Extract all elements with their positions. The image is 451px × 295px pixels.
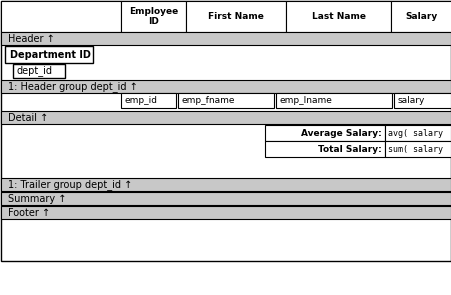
Text: Department ID: Department ID [9, 50, 90, 60]
Text: Header ↑: Header ↑ [8, 34, 55, 43]
Text: Summary ↑: Summary ↑ [8, 194, 66, 204]
Text: dept_id: dept_id [17, 65, 52, 76]
Text: Salary: Salary [405, 12, 437, 21]
Text: Detail ↑: Detail ↑ [8, 112, 48, 122]
Bar [393, 93, 450, 108]
Text: 1: Trailer group dept_id ↑: 1: Trailer group dept_id ↑ [8, 179, 132, 190]
Text: emp_fname: emp_fname [181, 96, 235, 105]
Bar [384, 141, 450, 157]
Bar [1, 1, 121, 32]
Bar [186, 1, 285, 32]
Bar [121, 93, 175, 108]
Bar [1, 111, 450, 124]
Text: Footer ↑: Footer ↑ [8, 207, 50, 217]
Bar [390, 1, 451, 32]
Text: Employee
ID: Employee ID [129, 7, 178, 26]
Text: emp_lname: emp_lname [279, 96, 332, 105]
Bar [121, 1, 186, 32]
Bar [5, 46, 93, 63]
Bar [178, 93, 273, 108]
Bar [1, 32, 450, 45]
Bar [264, 125, 384, 141]
Bar [264, 141, 384, 157]
Text: First Name: First Name [207, 12, 263, 21]
Bar [276, 93, 391, 108]
Text: 1: Header group dept_id ↑: 1: Header group dept_id ↑ [8, 81, 137, 92]
Bar [13, 64, 65, 78]
Text: salary: salary [397, 96, 424, 105]
Text: sum( salary  for: sum( salary for [387, 145, 451, 153]
Bar [285, 1, 390, 32]
Bar [1, 80, 450, 93]
Bar [1, 1, 450, 261]
Text: avg( salary  for: avg( salary for [387, 129, 451, 137]
Bar [1, 178, 450, 191]
Text: emp_id: emp_id [124, 96, 157, 105]
Bar [1, 206, 450, 219]
Text: Total Salary:: Total Salary: [317, 145, 381, 153]
Text: Last Name: Last Name [311, 12, 365, 21]
Text: Average Salary:: Average Salary: [300, 129, 381, 137]
Bar [1, 192, 450, 205]
Bar [384, 125, 450, 141]
